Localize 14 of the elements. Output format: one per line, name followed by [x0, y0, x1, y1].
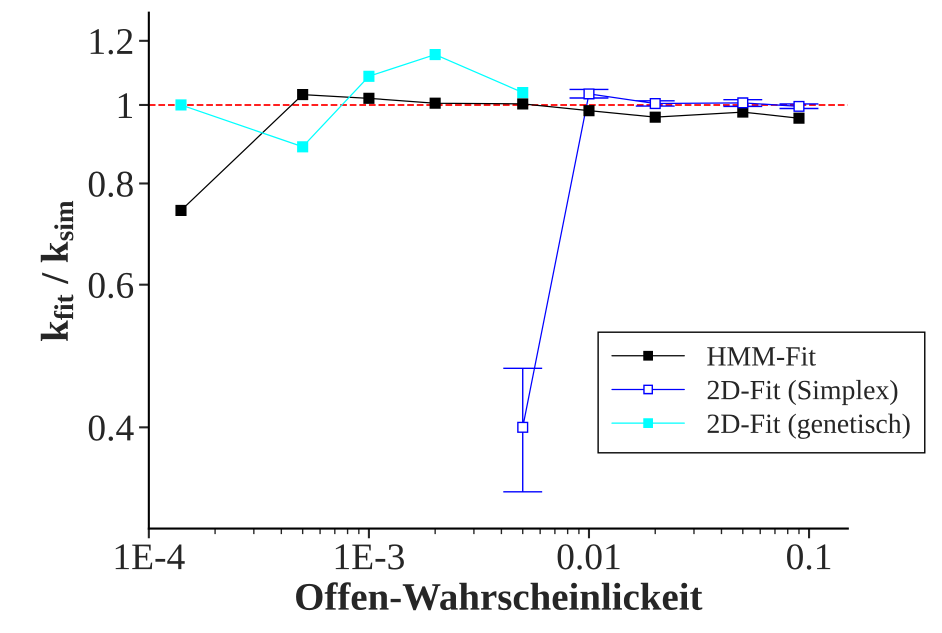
y-tick-label: 0.4 — [88, 415, 134, 441]
y-tick-label: 0.6 — [88, 272, 134, 298]
y-axis-title: k$_{fit}$ / k$_{sim}$ — [40, 200, 74, 341]
legend-label: 2D-Fit (Simplex) — [708, 380, 898, 406]
y-tick-label: 0.8 — [88, 172, 133, 198]
x-axis-title: Offen-Wahrscheinlickeit — [296, 582, 702, 610]
legend-label: HMM-Fit — [707, 347, 816, 366]
legend-label: 2D-Fit (genetisch) — [708, 414, 910, 439]
x-tick-label: 0.1 — [787, 544, 830, 570]
y-tick-label: 1.2 — [90, 29, 132, 54]
x-tick-label: 1E-3 — [336, 544, 404, 570]
y-tick-label: 1 — [118, 93, 132, 118]
x-tick-label: 0.01 — [558, 544, 620, 570]
x-tick-label: 1E-4 — [116, 544, 185, 570]
